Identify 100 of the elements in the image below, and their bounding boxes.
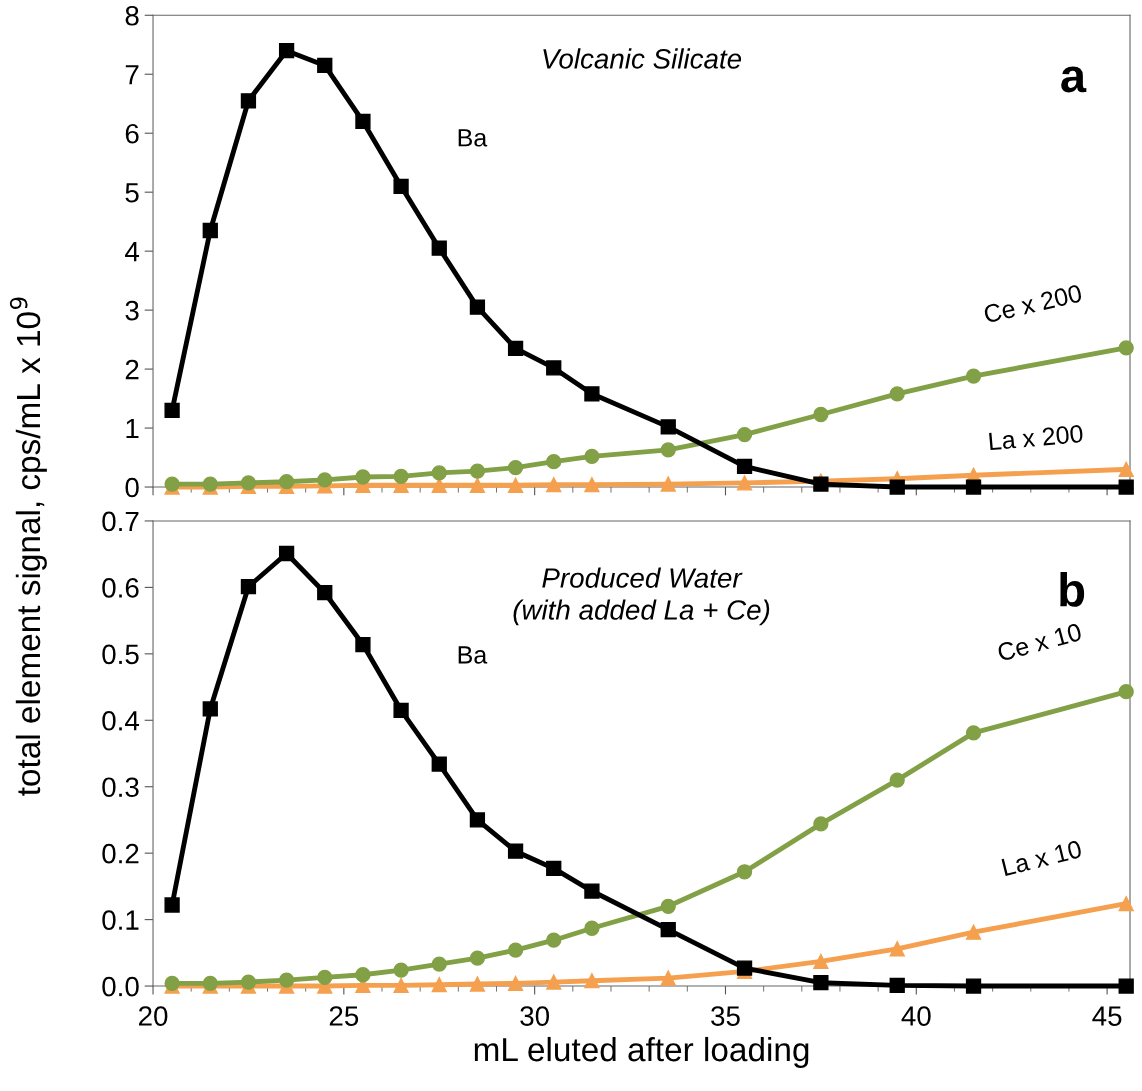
text: Ba [458, 129, 488, 147]
point [813, 953, 829, 970]
text: Ce x 10 [996, 622, 1083, 662]
point [584, 477, 600, 493]
point [889, 479, 905, 495]
point [889, 977, 905, 994]
y-tick-label: 0.4 [102, 710, 140, 731]
y-tick-label: 6 [125, 123, 139, 144]
point [355, 113, 371, 130]
point [431, 465, 447, 481]
point [393, 977, 409, 994]
point [584, 920, 600, 936]
y-tick-label: 0.3 [102, 777, 139, 798]
x-tick-label: 45 [1092, 1006, 1122, 1026]
point [202, 222, 218, 239]
point [889, 941, 905, 957]
point [393, 178, 409, 194]
point [1118, 340, 1134, 356]
point [317, 472, 333, 488]
point [469, 976, 486, 992]
point [431, 756, 447, 772]
point [317, 585, 333, 601]
point [355, 967, 371, 983]
point [660, 921, 676, 938]
point [507, 459, 524, 476]
point [660, 898, 676, 914]
point [1118, 978, 1134, 994]
point [965, 924, 982, 940]
point [507, 340, 524, 357]
point [660, 419, 676, 435]
y-tick-label: 1 [126, 419, 139, 439]
y-tick-label: 0.2 [102, 843, 139, 864]
point [507, 975, 524, 992]
point [546, 360, 562, 376]
point [1118, 479, 1134, 495]
point [507, 843, 524, 859]
point [431, 240, 447, 256]
point [164, 402, 180, 419]
point [546, 454, 562, 470]
x-tick-label: 20 [138, 1006, 168, 1026]
text: La x 10 [1001, 839, 1083, 877]
point [1118, 896, 1134, 912]
point [240, 475, 257, 491]
point [469, 463, 486, 479]
point [546, 477, 562, 493]
point [546, 860, 562, 877]
point [355, 636, 371, 653]
point [813, 476, 829, 492]
y-tick-label: 0.7 [102, 511, 139, 532]
point [240, 579, 257, 595]
point [278, 474, 295, 490]
point [813, 975, 829, 991]
annotation: a [1061, 66, 1087, 93]
y-tick-label: 0.0 [102, 976, 139, 997]
point [660, 442, 676, 458]
y-tick-label: 0 [125, 477, 139, 498]
point [469, 812, 486, 828]
point [584, 883, 600, 899]
point [393, 962, 409, 978]
point [813, 406, 829, 423]
point [278, 972, 295, 988]
y-tick-label: 5 [125, 183, 139, 203]
point [584, 386, 600, 402]
annotation: Volcanic Silicate [543, 48, 742, 69]
point [736, 426, 753, 443]
point [393, 702, 409, 718]
y-tick-label: 0.6 [102, 578, 139, 598]
x-axis-title: mL eluted after loading [474, 1036, 809, 1069]
point [965, 725, 982, 741]
point [393, 468, 409, 485]
point [965, 479, 982, 495]
y-tick-label: 4 [125, 242, 140, 262]
point [469, 477, 486, 493]
y-axis-title: total element signal, cps/mL x 10$^{9}$ [9, 297, 47, 796]
x-tick-label: 40 [901, 1006, 931, 1026]
point [546, 932, 562, 948]
point [278, 43, 295, 59]
point [240, 974, 257, 990]
point [240, 93, 257, 109]
x-tick-label: 35 [711, 1006, 740, 1026]
point [660, 476, 676, 492]
point [355, 469, 371, 485]
point [469, 950, 486, 966]
y-tick-label: 8 [125, 5, 139, 26]
point [736, 458, 753, 475]
point [431, 977, 447, 993]
point [736, 864, 753, 880]
point [965, 368, 982, 384]
y-tick-label: 0.1 [102, 910, 139, 930]
point [278, 545, 295, 562]
point [469, 299, 486, 315]
point [813, 816, 829, 832]
x-tick-label: 25 [329, 1006, 359, 1026]
point [202, 701, 218, 717]
point [317, 57, 333, 74]
point [546, 974, 562, 990]
point [507, 942, 524, 958]
point [1118, 461, 1134, 477]
point [965, 978, 982, 994]
y-tick-label: 7 [125, 65, 139, 85]
